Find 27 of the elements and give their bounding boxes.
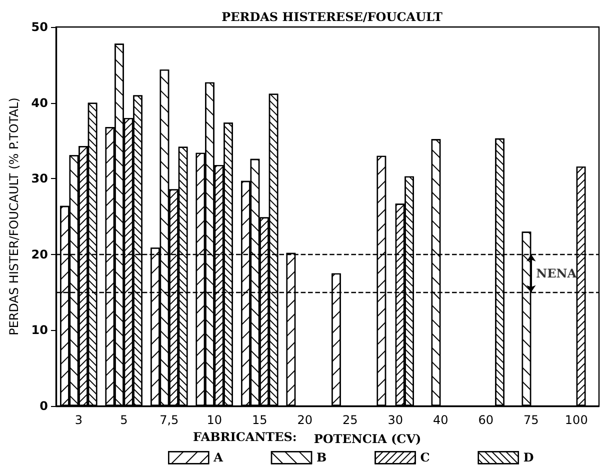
y-tick-label: 20 bbox=[31, 247, 48, 262]
chart-title: PERDAS HISTERESE/FOUCAULT bbox=[222, 10, 442, 24]
legend-label: D bbox=[523, 450, 534, 465]
legend-label: C bbox=[420, 450, 430, 465]
x-tick-label: 3 bbox=[74, 413, 82, 427]
x-tick-label: 75 bbox=[523, 413, 539, 427]
x-tick-label: 40 bbox=[432, 413, 448, 427]
y-tick-label: 40 bbox=[31, 96, 48, 110]
x-tick-label: 30 bbox=[388, 413, 404, 427]
y-tick-label: 0 bbox=[40, 399, 48, 413]
x-axis-title: POTENCIA (CV) bbox=[314, 432, 422, 446]
legend-label: B bbox=[316, 450, 327, 465]
y-tick-label: 50 bbox=[31, 20, 48, 34]
y-tick-label: 10 bbox=[31, 323, 48, 338]
x-tick-label: 100 bbox=[564, 413, 588, 427]
x-tick-label: 20 bbox=[297, 413, 313, 427]
x-tick-label: 25 bbox=[342, 413, 358, 427]
x-tick-label: 15 bbox=[252, 413, 268, 427]
annotation: NENA bbox=[536, 266, 578, 280]
legend-label: A bbox=[212, 450, 224, 465]
x-tick-label: 5 bbox=[120, 413, 128, 427]
legend-title: FABRICANTES: bbox=[193, 430, 297, 444]
y-tick-label: 30 bbox=[31, 172, 48, 186]
x-tick-label: 7,5 bbox=[160, 413, 179, 427]
x-tick-label: 60 bbox=[478, 413, 494, 427]
y-axis-title: PERDAS HISTER/FOUCAULT (% P.TOTAL) bbox=[7, 98, 21, 336]
x-tick-label: 10 bbox=[206, 413, 222, 427]
